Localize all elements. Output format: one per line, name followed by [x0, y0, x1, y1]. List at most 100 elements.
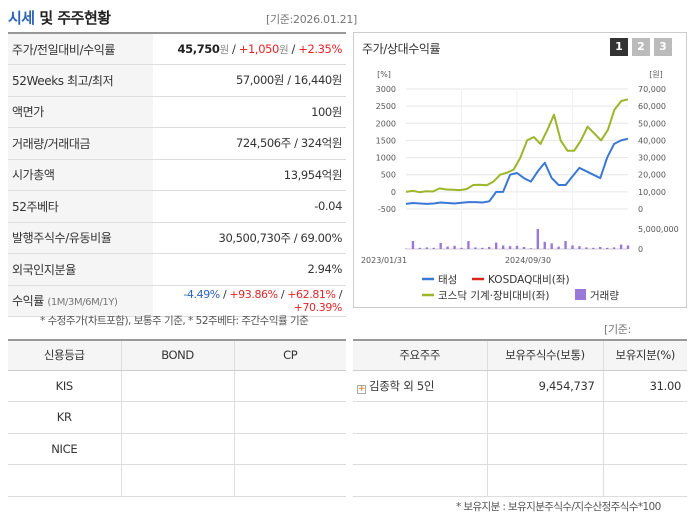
sector-relative-line	[405, 98, 629, 194]
price-info-table: 주가/전일대비/수익률 45,750원 / +1,050원 / +2.35% 5…	[8, 32, 346, 317]
cp-rating	[233, 433, 346, 465]
volume-bar	[460, 247, 463, 249]
volume-bar	[432, 247, 435, 249]
table-row: 52주베타 -0.04	[8, 190, 346, 223]
row-label: 거래량/거래대금	[8, 127, 153, 160]
volume-tick-label: 5,000,000	[638, 225, 679, 234]
price-rate: +2.35%	[298, 41, 342, 56]
x-label-start: 2023/01/31	[361, 256, 407, 265]
volume-bar	[550, 243, 553, 249]
column-header: CP	[233, 339, 346, 371]
legend-volume-swatch	[575, 289, 586, 300]
row-label-returns: 수익률 (1M/3M/6M/1Y)	[8, 285, 153, 317]
chart-page-2-button[interactable]: 2	[632, 38, 650, 56]
table-header-row: 신용등급 BOND CP	[8, 339, 346, 371]
volume-bar	[619, 244, 623, 249]
holder-name-cell: + 김종학 외 5인	[353, 370, 487, 402]
right-tick-label: 20,000	[638, 171, 666, 180]
cp-rating	[233, 370, 346, 402]
volume-bar	[564, 241, 567, 249]
column-header: 신용등급	[8, 339, 121, 371]
table-header-row: 주요주주 보유주식수(보통) 보유지분(%)	[353, 339, 687, 371]
table-row	[353, 401, 687, 434]
holder-name: 김종학 외 5인	[369, 378, 435, 393]
agency-name	[8, 464, 121, 497]
right-tick-label: 60,000	[638, 102, 666, 111]
legend-kosdaq-label: KOSDAQ대비(좌)	[488, 274, 570, 286]
chart-lines	[405, 98, 629, 205]
chart-pager: 1 2 3	[610, 38, 672, 56]
holder-ratio	[602, 401, 687, 434]
credit-rating-table: 신용등급 BOND CP KIS KR NICE	[8, 339, 346, 497]
chart-page-3-button[interactable]: 3	[654, 38, 672, 56]
returns-value-cell: -4.49% / +93.86% / +62.81% / +70.39%	[153, 285, 346, 317]
volume-bar	[536, 229, 540, 249]
returns-periods: (1M/3M/6M/1Y)	[47, 297, 118, 309]
table-row: 발행주식수/유동비율 30,500,730주 / 69.00%	[8, 222, 346, 254]
shareholder-table: 주요주주 보유주식수(보통) 보유지분(%) + 김종학 외 5인 9,454,7…	[353, 339, 687, 497]
legend-volume-label: 거래량	[590, 290, 619, 302]
volume-bar	[439, 243, 442, 249]
table-row	[353, 433, 687, 465]
table-row: 외국인지분율 2.94%	[8, 253, 346, 286]
stock-price-line	[405, 137, 629, 205]
agency-name: NICE	[8, 433, 121, 465]
basis-date: [기준:2026.01.21]	[266, 13, 358, 26]
holder-shares	[486, 464, 603, 497]
left-tick-label: 1500	[376, 136, 396, 145]
volume-bar	[599, 247, 602, 249]
volume-bar	[605, 247, 609, 249]
change-unit: 원	[278, 43, 289, 56]
row-label: 52Weeks 최고/최저	[8, 64, 153, 97]
chart-title: 주가/상대수익률	[362, 42, 441, 56]
table-row: 주가/전일대비/수익률 45,750원 / +1,050원 / +2.35%	[8, 32, 346, 65]
price-chart-panel: 주가/상대수익률 1 2 3 [%] [원] 3000 2500 2000 1500 1…	[353, 32, 687, 308]
legend-stock-label: 태성	[438, 274, 457, 286]
row-label: 52주베타	[8, 190, 153, 223]
return-1y: +70.39%	[293, 300, 343, 314]
chart-gridlines	[406, 88, 628, 250]
table-row: 액면가 100원	[8, 96, 346, 128]
return-6m: +62.81%	[287, 287, 336, 301]
return-3m: +93.86%	[229, 287, 278, 301]
table-row: + 김종학 외 5인 9,454,737 31.00	[353, 370, 687, 402]
volume-bar	[612, 247, 616, 249]
left-tick-label: -500	[378, 205, 396, 214]
bond-rating	[120, 370, 234, 402]
agency-name: KR	[8, 401, 121, 434]
expand-plus-icon[interactable]: +	[357, 383, 366, 394]
right-tick-label: 10,000	[638, 188, 666, 197]
row-value: -0.04	[153, 190, 346, 223]
column-header: 보유주식수(보통)	[486, 339, 603, 371]
relative-return-chart: [%] [원] 3000 2500 2000 1500 1000 500 0 -500 70,0…	[361, 70, 679, 302]
holder-footnote: * 보유지분 : 보유지분주식수/지수산정주식수*100	[456, 501, 661, 513]
volume-bar	[501, 245, 505, 249]
volume-bar	[494, 242, 498, 249]
volume-bar	[425, 247, 429, 249]
left-tick-label: 1000	[376, 154, 396, 163]
volume-bar	[474, 247, 477, 249]
right-tick-label: 0	[638, 205, 643, 214]
volume-bar	[585, 247, 588, 249]
right-axis-unit: [원]	[649, 70, 663, 79]
chart-tick-labels: 3000 2500 2000 1500 1000 500 0 -500 70,000 60,000…	[376, 85, 679, 254]
price-value-cell: 45,750원 / +1,050원 / +2.35%	[153, 32, 346, 65]
volume-bar	[592, 247, 595, 249]
price-change: +1,050	[238, 41, 280, 56]
volume-bar	[578, 246, 581, 249]
row-label: 시가총액	[8, 159, 153, 191]
volume-bar	[481, 247, 484, 249]
row-value: 13,954억원	[153, 159, 346, 191]
holder-shares: 9,454,737	[486, 370, 603, 402]
volume-bar	[418, 247, 422, 249]
right-tick-label: 30,000	[638, 154, 666, 163]
volume-bars	[404, 229, 630, 249]
volume-bar	[411, 241, 415, 249]
agency-name: KIS	[8, 370, 121, 402]
volume-bar	[543, 241, 546, 249]
chart-page-1-button[interactable]: 1	[610, 38, 628, 56]
price-value: 45,750	[177, 41, 220, 56]
table-row: 거래량/거래대금 724,506주 / 324억원	[8, 127, 346, 160]
table-row: 수익률 (1M/3M/6M/1Y) -4.49% / +93.86% / +62…	[8, 285, 346, 317]
row-label: 액면가	[8, 96, 153, 128]
